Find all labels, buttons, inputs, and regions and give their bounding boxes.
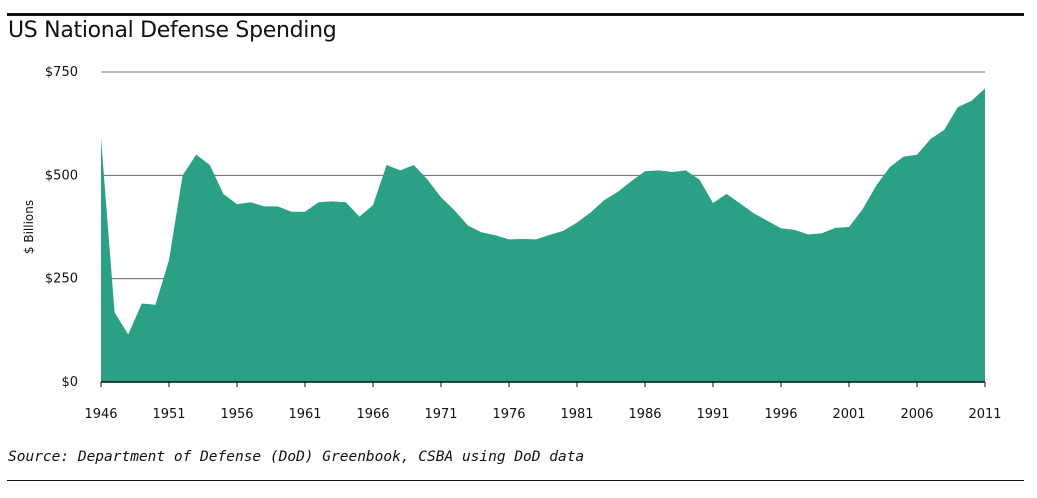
- x-tick-label-1971: 1971: [424, 407, 457, 422]
- x-tick-label-1981: 1981: [560, 407, 593, 422]
- x-tick-label-1966: 1966: [356, 407, 389, 422]
- x-tick-label-2006: 2006: [900, 407, 933, 422]
- x-tick-label-2001: 2001: [832, 407, 865, 422]
- x-tick-label-1986: 1986: [628, 407, 661, 422]
- source-note: Source: Department of Defense (DoD) Gree…: [8, 449, 585, 465]
- x-tick-labels: 1946 1951 1956 1961 1966 1971 1976 1981 1986 1991…: [84, 407, 1001, 422]
- y-axis-label: $ Billions: [22, 200, 36, 254]
- bottom-rule: [7, 480, 1024, 481]
- y-tick-label-0: $0: [61, 375, 78, 390]
- x-tick-label-1961: 1961: [288, 407, 321, 422]
- y-tick-label-500: $500: [45, 168, 78, 183]
- y-tick-label-250: $250: [45, 272, 78, 287]
- x-tick-label-1996: 1996: [764, 407, 797, 422]
- y-tick-labels: $0 $250 $500 $750: [45, 65, 78, 390]
- x-tick-label-1951: 1951: [152, 407, 185, 422]
- x-tick-label-1991: 1991: [696, 407, 729, 422]
- area-series: [101, 88, 985, 382]
- chart-title: US National Defense Spending: [8, 18, 337, 43]
- x-tick-label-1956: 1956: [220, 407, 253, 422]
- axes: [100, 381, 986, 387]
- y-tick-label-750: $750: [45, 65, 78, 80]
- area-fill: [101, 88, 985, 382]
- x-tick-label-1976: 1976: [492, 407, 525, 422]
- x-tick-label-2011: 2011: [968, 407, 1001, 422]
- x-tick-label-1946: 1946: [84, 407, 117, 422]
- top-rule: [7, 13, 1024, 16]
